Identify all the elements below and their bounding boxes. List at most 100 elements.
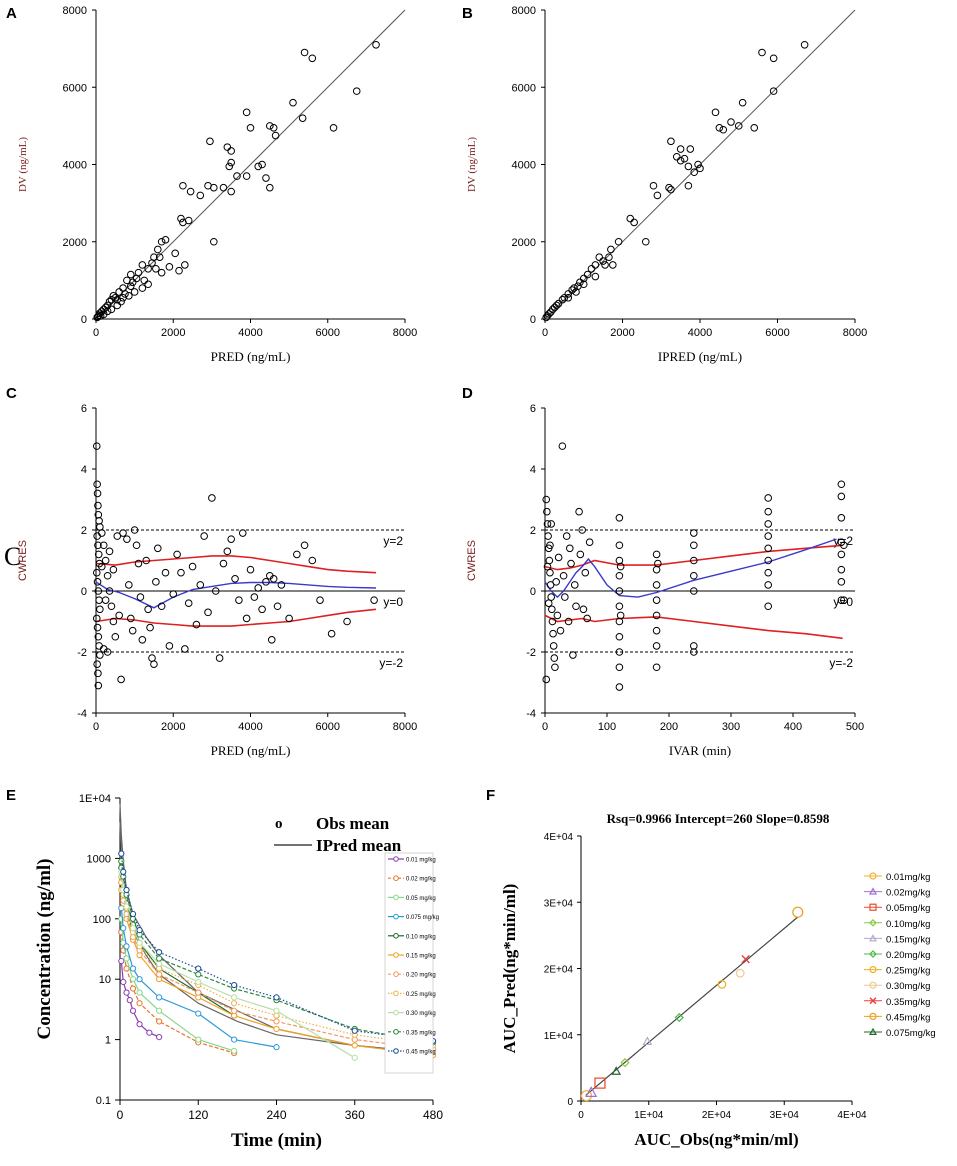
data-point bbox=[551, 663, 559, 672]
data-point bbox=[117, 297, 125, 306]
data-point bbox=[840, 541, 848, 550]
x-tick-label: 360 bbox=[345, 1108, 365, 1122]
data-point bbox=[308, 556, 317, 565]
y-tick-label: 4 bbox=[530, 464, 536, 476]
obs-mean-point bbox=[273, 994, 280, 1001]
data-point bbox=[148, 259, 156, 267]
data-point bbox=[572, 602, 580, 611]
data-point bbox=[585, 1086, 598, 1097]
y-tick-label: 6 bbox=[530, 403, 536, 415]
obs-mean-point bbox=[351, 1054, 358, 1061]
data-point bbox=[157, 268, 166, 277]
obs-mean-point bbox=[118, 957, 125, 965]
data-point bbox=[580, 1090, 593, 1102]
loess-line bbox=[544, 538, 837, 599]
data-point bbox=[601, 261, 609, 269]
legend-marker bbox=[869, 981, 877, 989]
data-point bbox=[227, 147, 235, 155]
legend-label: 0.01 mg/kg bbox=[406, 858, 436, 864]
legend-label: 0.30mg/kg bbox=[886, 981, 930, 992]
data-point bbox=[547, 520, 556, 528]
x-tick-label: 120 bbox=[188, 1108, 208, 1122]
x-tick-label: 0 bbox=[93, 327, 99, 339]
y-tick-label: 1E+04 bbox=[79, 793, 111, 805]
data-point bbox=[97, 529, 106, 537]
data-point bbox=[370, 596, 378, 604]
data-point bbox=[254, 162, 263, 171]
data-point bbox=[196, 581, 205, 589]
data-point bbox=[837, 514, 846, 522]
data-point bbox=[93, 623, 102, 632]
data-point bbox=[285, 614, 293, 623]
data-point bbox=[727, 118, 735, 126]
y-tick-label: 0.1 bbox=[96, 1095, 111, 1107]
data-point bbox=[93, 480, 101, 489]
data-point bbox=[667, 185, 675, 194]
data-point bbox=[269, 575, 278, 583]
data-point bbox=[614, 237, 623, 246]
data-point bbox=[231, 575, 239, 583]
data-point bbox=[684, 162, 693, 171]
x-tick-label: 6000 bbox=[316, 721, 340, 733]
data-point bbox=[594, 1077, 606, 1089]
data-point bbox=[157, 602, 166, 611]
data-point bbox=[587, 264, 596, 273]
data-point bbox=[615, 683, 624, 691]
data-point bbox=[293, 550, 301, 559]
data-point bbox=[591, 261, 600, 269]
data-point bbox=[157, 237, 166, 246]
obs-mean-point bbox=[231, 1000, 238, 1007]
legend-marker bbox=[868, 934, 878, 942]
x-tick-label: 2E+04 bbox=[702, 1110, 732, 1121]
data-point bbox=[258, 605, 266, 614]
data-point bbox=[107, 602, 116, 611]
x-tick-label: 0 bbox=[578, 1110, 584, 1121]
panel-a-chart: 0 2000 4000 6000 8000 0 2000 4000 6000 8000 PRED (… bbox=[17, 5, 417, 364]
x-tick-label: 4000 bbox=[238, 327, 262, 339]
legend-label: 0.10 mg/kg bbox=[406, 934, 436, 940]
lower-band-line bbox=[544, 614, 843, 640]
obs-mean-point bbox=[136, 939, 143, 946]
y-tick-label: 0 bbox=[530, 314, 536, 326]
data-point bbox=[575, 507, 583, 516]
data-point bbox=[343, 617, 351, 626]
data-point bbox=[327, 629, 336, 638]
data-point bbox=[211, 587, 220, 595]
data-point bbox=[548, 617, 557, 626]
reference-line-label: y=-2 bbox=[829, 656, 853, 670]
legend-marker bbox=[868, 887, 878, 895]
data-point bbox=[352, 87, 361, 95]
data-point bbox=[615, 632, 624, 641]
obs-mean-line bbox=[120, 932, 235, 1054]
obs-mean-point bbox=[136, 1000, 143, 1007]
data-point bbox=[227, 187, 235, 196]
data-point bbox=[676, 156, 685, 165]
y-tick-label: 2E+04 bbox=[544, 965, 574, 976]
data-point bbox=[630, 218, 638, 227]
x-tick-label: 4E+04 bbox=[837, 1110, 867, 1121]
y-tick-label: 4000 bbox=[512, 160, 536, 172]
data-point bbox=[184, 599, 193, 608]
legend-label: 0.25 mg/kg bbox=[406, 992, 436, 998]
data-point bbox=[570, 284, 578, 292]
obs-mean-point bbox=[231, 1007, 238, 1014]
panel-label-b: B bbox=[462, 5, 473, 22]
legend-marker bbox=[393, 913, 399, 920]
panel-b-chart: 0 2000 4000 6000 8000 0 2000 4000 6000 8000 IPRED … bbox=[466, 5, 867, 364]
data-point bbox=[225, 162, 234, 171]
data-point bbox=[94, 501, 102, 510]
data-point bbox=[694, 160, 702, 169]
data-point bbox=[150, 660, 158, 669]
legend-label: 0.075 mg/kg bbox=[406, 915, 439, 921]
data-point bbox=[111, 632, 120, 641]
obs-mean-point bbox=[195, 1036, 202, 1043]
data-point bbox=[271, 131, 280, 140]
data-point bbox=[616, 562, 625, 571]
data-point bbox=[837, 480, 846, 489]
obs-mean-point bbox=[129, 910, 137, 918]
data-point bbox=[107, 305, 116, 314]
data-point bbox=[562, 532, 571, 540]
legend-marker bbox=[393, 952, 399, 958]
obs-mean-point bbox=[156, 994, 163, 1001]
